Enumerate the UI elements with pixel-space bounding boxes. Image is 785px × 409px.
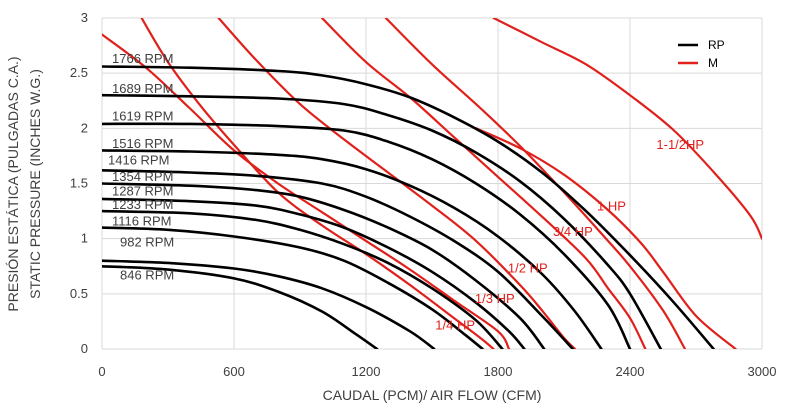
motor-curve-1-4-hp bbox=[140, 18, 495, 349]
y-tick-label-3: 1.5 bbox=[70, 176, 88, 191]
tick-layer: 0 600 1200 1800 2400 3000 0 0.5 1 1.5 2 2.5 3 bbox=[70, 10, 777, 379]
legend-label-m: M bbox=[708, 56, 718, 70]
motor-curve-1-1-2hp bbox=[492, 18, 762, 240]
rpm-label-1689-rpm: 1689 RPM bbox=[112, 81, 173, 96]
legend-label-rp: RP bbox=[708, 38, 725, 52]
rpm-label-1516-rpm: 1516 RPM bbox=[112, 136, 173, 151]
y-tick-label-5: 2.5 bbox=[70, 65, 88, 80]
fan-curve-982-rpm bbox=[102, 259, 436, 349]
fan-curve-1287-rpm bbox=[102, 197, 526, 349]
y-tick-label-6: 3 bbox=[81, 10, 88, 25]
rpm-label-1233-rpm: 1233 RPM bbox=[112, 197, 173, 212]
fan-curve-1416-rpm bbox=[102, 169, 575, 349]
rpm-label-1287-rpm: 1287 RPM bbox=[112, 184, 173, 199]
rpm-label-1116-rpm: 1116 RPM bbox=[112, 213, 172, 228]
legend: RP M bbox=[678, 38, 725, 70]
fan-curve-846-rpm bbox=[102, 265, 379, 349]
x-tick-label-3: 1800 bbox=[484, 364, 513, 379]
fan-curve-1116-rpm bbox=[102, 226, 484, 349]
motor-curve-3-4-hp bbox=[320, 18, 647, 349]
rpm-label-846-rpm: 846 RPM bbox=[120, 267, 174, 282]
rpm-label-982-rpm: 982 RPM bbox=[120, 234, 174, 249]
y-tick-label-0: 0 bbox=[81, 341, 88, 356]
grid-layer bbox=[101, 17, 763, 350]
x-tick-label-5: 3000 bbox=[748, 364, 777, 379]
y-tick-label-4: 2 bbox=[81, 120, 88, 135]
fan-curve-1689-rpm bbox=[102, 93, 663, 349]
rpm-label-1416-rpm: 1416 RPM bbox=[108, 153, 169, 168]
rpm-label-1354-rpm: 1354 RPM bbox=[112, 169, 173, 184]
hp-label-1-1-2hp: 1-1/2HP bbox=[656, 137, 704, 152]
motor-curve-1-2-hp bbox=[217, 18, 577, 349]
x-tick-label-4: 2400 bbox=[616, 364, 645, 379]
y-tick-label-1: 0.5 bbox=[70, 286, 88, 301]
y-axis-title-line-2: STATIC PRESSURE (INCHES W.G.) bbox=[27, 69, 43, 299]
x-axis-title: CAUDAL (PCM)/ AIR FLOW (CFM) bbox=[323, 387, 542, 403]
hp-label-1-4-hp: 1/4 HP bbox=[435, 318, 475, 333]
x-tick-label-2: 1200 bbox=[352, 364, 381, 379]
fan-curve-1354-rpm bbox=[102, 182, 546, 349]
x-tick-label-1: 600 bbox=[223, 364, 245, 379]
hp-label-1-3-hp: 1/3 HP bbox=[475, 291, 515, 306]
hp-label-3-4-hp: 3/4 HP bbox=[553, 224, 593, 239]
rpm-label-1766-rpm: 1766 RPM bbox=[112, 51, 173, 66]
x-tick-label-0: 0 bbox=[98, 364, 105, 379]
fan-curve-1233-rpm bbox=[102, 209, 504, 349]
hp-label-1-2-hp: 1/2 HP bbox=[508, 260, 548, 275]
fan-curve-1516-rpm bbox=[102, 149, 603, 349]
series-layer bbox=[102, 18, 762, 349]
fan-curve-1619-rpm bbox=[102, 122, 632, 349]
fan-curve-1766-rpm bbox=[102, 65, 715, 349]
rpm-label-1619-rpm: 1619 RPM bbox=[112, 109, 173, 124]
motor-curve-m-extra bbox=[474, 127, 737, 349]
y-tick-label-2: 1 bbox=[81, 231, 88, 246]
hp-label-1-hp: 1 HP bbox=[597, 199, 626, 214]
label-layer: 1766 RPM 1689 RPM 1619 RPM 1516 RPM 1416 RPM… bbox=[108, 51, 704, 333]
y-axis-title-line-1: PRESIÓN ESTÁTICA (PULGADAS C.A.) bbox=[5, 56, 21, 311]
